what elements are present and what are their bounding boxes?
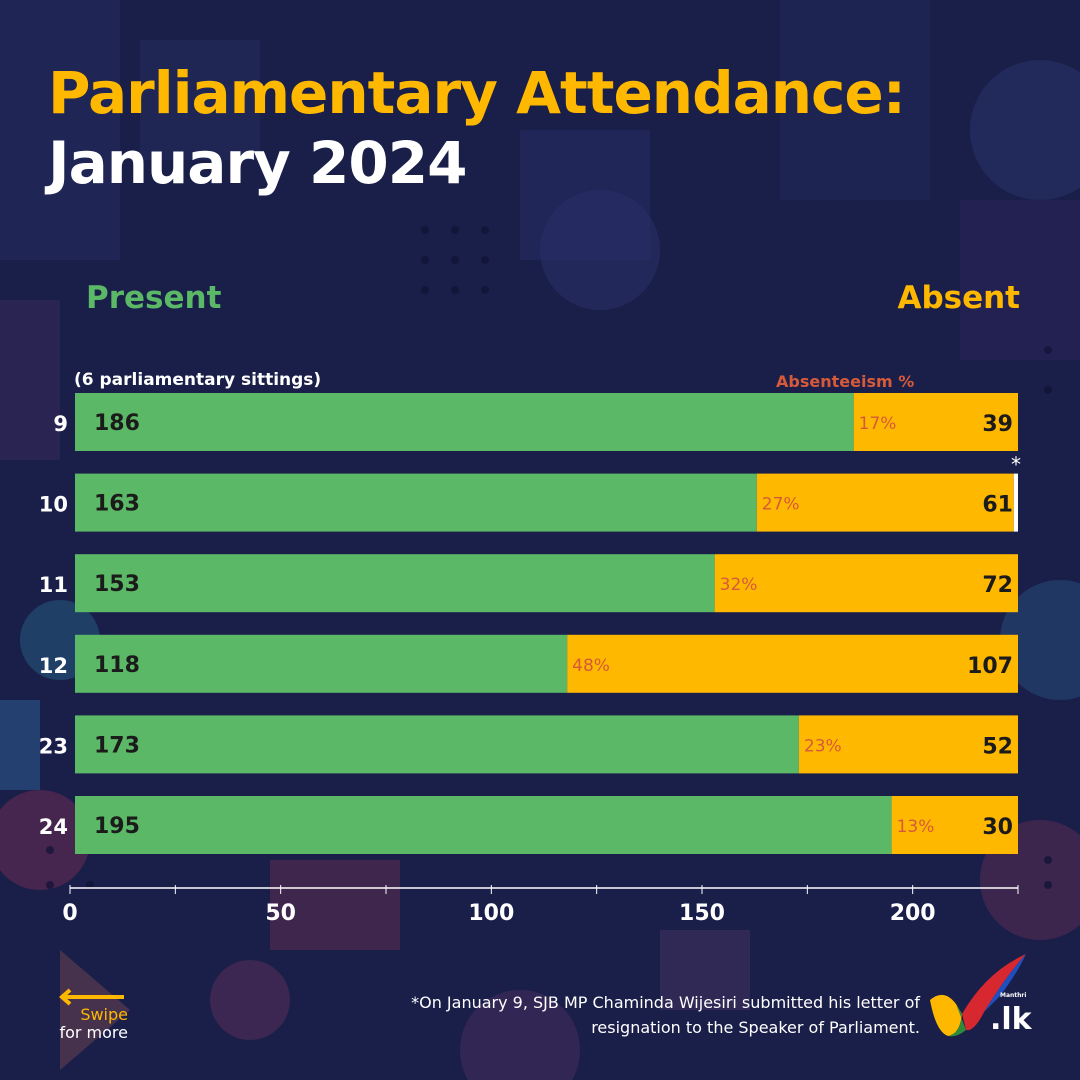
present-value-label: 173	[94, 733, 140, 758]
category-label: 11	[39, 573, 68, 597]
x-tick-label: 100	[468, 901, 514, 926]
absenteeism-pct-label: 32%	[720, 575, 758, 595]
checkmark-logo-icon	[930, 954, 1026, 1037]
x-tick-label: 150	[679, 901, 725, 926]
swipe-text: Swipe	[80, 1005, 128, 1024]
present-bar	[75, 473, 757, 532]
absent-bar	[891, 796, 1018, 854]
category-label: 23	[39, 734, 68, 758]
manthri-logo: Manthri .lk	[926, 952, 1036, 1042]
brand-name: .lk	[990, 1002, 1032, 1037]
absent-value-label: 39	[982, 412, 1013, 437]
category-label: 10	[39, 493, 68, 517]
page-title: Parliamentary Attendance: January 2024	[48, 58, 906, 198]
absenteeism-pct-label: 23%	[804, 736, 842, 756]
brand-small: Manthri	[1000, 992, 1027, 999]
present-bar	[75, 796, 892, 854]
absent-bar	[756, 473, 1014, 532]
title-line-2: January 2024	[48, 129, 467, 197]
arrow-left-icon	[58, 988, 124, 1006]
vacancy-bar	[1013, 473, 1018, 532]
absent-bar	[853, 393, 1018, 451]
present-value-label: 118	[94, 653, 140, 678]
absent-value-label: 61	[982, 493, 1013, 518]
absent-bar	[714, 554, 1018, 613]
absent-bar	[798, 715, 1018, 774]
x-tick-label: 50	[265, 901, 296, 926]
absenteeism-pct-label: 48%	[572, 656, 610, 676]
swipe-hint[interactable]: Swipe for more	[48, 988, 128, 1042]
absent-value-label: 72	[982, 573, 1013, 598]
footnote: *On January 9, SJB MP Chaminda Wijesiri …	[411, 993, 920, 1037]
present-value-label: 153	[94, 572, 140, 597]
legend-absent: Absent	[897, 280, 1020, 316]
absent-value-label: 52	[982, 734, 1013, 759]
x-tick-label: 200	[890, 901, 936, 926]
legend-present: Present	[86, 280, 222, 316]
present-value-label: 195	[94, 814, 140, 839]
swipe-subtext: for more	[59, 1023, 128, 1042]
absent-value-label: 30	[982, 815, 1013, 840]
present-bar	[75, 554, 715, 613]
present-bar	[75, 634, 568, 693]
sittings-note: (6 parliamentary sittings)	[74, 370, 322, 390]
category-label: 24	[39, 815, 68, 839]
vacancy-marker: *	[1011, 453, 1021, 477]
present-bar	[75, 715, 799, 774]
absent-value-label: 107	[967, 654, 1013, 679]
category-label: 9	[53, 412, 68, 436]
category-label: 12	[39, 654, 68, 678]
x-tick-label: 0	[62, 901, 77, 926]
absent-bar	[567, 634, 1018, 693]
present-value-label: 163	[94, 492, 140, 517]
present-bar	[75, 393, 854, 451]
title-line-1: Parliamentary Attendance:	[48, 59, 906, 127]
absenteeism-pct-label: 27%	[762, 495, 800, 515]
absenteeism-label: Absenteeism %	[776, 372, 915, 391]
absenteeism-pct-label: 13%	[897, 817, 935, 837]
present-value-label: 186	[94, 411, 140, 436]
absenteeism-pct-label: 17%	[859, 414, 897, 434]
